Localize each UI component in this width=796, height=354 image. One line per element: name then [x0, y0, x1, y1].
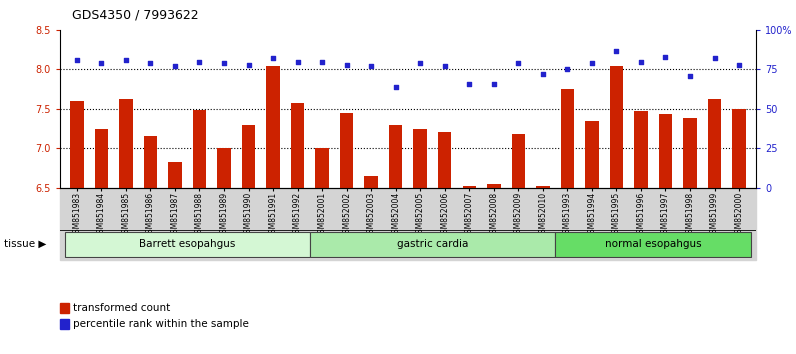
Point: [414, 60, 427, 66]
Bar: [315, 148, 329, 188]
Bar: [610, 65, 623, 188]
Bar: [95, 129, 108, 188]
Bar: [340, 113, 353, 188]
Point: [267, 56, 279, 61]
Bar: [242, 125, 256, 188]
Point: [561, 67, 574, 72]
Point: [439, 63, 451, 69]
Bar: [438, 132, 451, 188]
Point: [537, 72, 549, 77]
Point: [732, 62, 745, 68]
Text: Barrett esopahgus: Barrett esopahgus: [139, 239, 236, 249]
FancyBboxPatch shape: [64, 232, 310, 257]
FancyBboxPatch shape: [555, 232, 751, 257]
Point: [340, 62, 353, 68]
Bar: [389, 125, 403, 188]
Bar: [585, 121, 599, 188]
Bar: [659, 114, 672, 188]
Point: [119, 57, 132, 63]
Point: [463, 81, 476, 86]
Bar: [732, 109, 746, 188]
Bar: [634, 111, 648, 188]
Point: [659, 54, 672, 60]
Point: [586, 60, 599, 66]
Point: [95, 60, 107, 66]
Text: tissue ▶: tissue ▶: [4, 239, 46, 249]
Point: [634, 59, 647, 64]
Bar: [267, 65, 280, 188]
Text: GDS4350 / 7993622: GDS4350 / 7993622: [72, 9, 198, 22]
Bar: [217, 148, 231, 188]
Text: percentile rank within the sample: percentile rank within the sample: [73, 319, 249, 329]
Bar: [683, 118, 696, 188]
Point: [71, 57, 84, 63]
Bar: [536, 186, 549, 188]
Bar: [365, 176, 378, 188]
Bar: [70, 101, 84, 188]
Bar: [144, 136, 157, 188]
Bar: [512, 134, 525, 188]
Point: [708, 56, 721, 61]
Bar: [462, 186, 476, 188]
FancyBboxPatch shape: [310, 232, 555, 257]
Point: [389, 84, 402, 90]
Text: transformed count: transformed count: [73, 303, 170, 313]
Point: [316, 59, 329, 64]
Bar: [193, 110, 206, 188]
Point: [487, 81, 500, 86]
Bar: [708, 99, 721, 188]
Bar: [291, 103, 304, 188]
Point: [512, 60, 525, 66]
Point: [144, 60, 157, 66]
Point: [365, 63, 377, 69]
Bar: [560, 89, 574, 188]
Point: [242, 62, 255, 68]
Bar: [487, 184, 501, 188]
Point: [684, 73, 696, 79]
Bar: [413, 129, 427, 188]
Text: normal esopahgus: normal esopahgus: [605, 239, 701, 249]
Bar: [119, 99, 133, 188]
Text: gastric cardia: gastric cardia: [396, 239, 468, 249]
Point: [217, 60, 230, 66]
Point: [610, 48, 622, 53]
Bar: [168, 162, 181, 188]
Point: [291, 59, 304, 64]
Point: [193, 59, 206, 64]
Point: [169, 63, 181, 69]
